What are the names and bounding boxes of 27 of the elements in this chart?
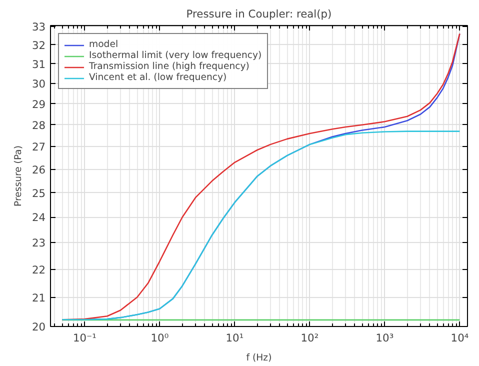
y-tick-label: 31 <box>32 58 46 71</box>
x-tick-label: 10⁻¹ <box>72 332 96 344</box>
legend-label: Transmission line (high frequency) <box>89 61 250 72</box>
y-tick-label: 25 <box>32 186 46 200</box>
chart-title: Pressure in Coupler: real(p) <box>186 8 332 20</box>
y-tick-label: 21 <box>32 291 46 304</box>
legend-label: model <box>89 39 118 50</box>
y-tick-label: 32 <box>32 38 46 52</box>
y-tick-label: 26 <box>32 163 46 176</box>
y-tick-label: 29 <box>32 98 46 111</box>
x-axis-title: f (Hz) <box>246 352 272 364</box>
x-tick-label: 10² <box>300 332 319 344</box>
y-tick-label: 28 <box>32 118 46 132</box>
legend-label: Isothermal limit (very low frequency) <box>89 50 262 61</box>
y-tick-label: 22 <box>32 263 46 276</box>
x-tick-label: 10¹ <box>226 332 244 344</box>
y-tick-label: 23 <box>32 236 46 250</box>
y-tick-label: 20 <box>32 320 46 334</box>
y-tick-label: 24 <box>32 211 46 224</box>
y-tick-label: 33 <box>32 20 46 34</box>
x-tick-label: 10³ <box>376 332 394 344</box>
y-tick-label: 30 <box>32 78 46 91</box>
y-axis-title: Pressure (Pa) <box>12 146 24 206</box>
y-tick-label: 27 <box>32 140 46 154</box>
x-tick-label: 10⁴ <box>450 332 469 344</box>
legend-label: Vincent et al. (low frequency) <box>89 72 227 83</box>
x-tick-label: 10⁰ <box>150 332 169 344</box>
